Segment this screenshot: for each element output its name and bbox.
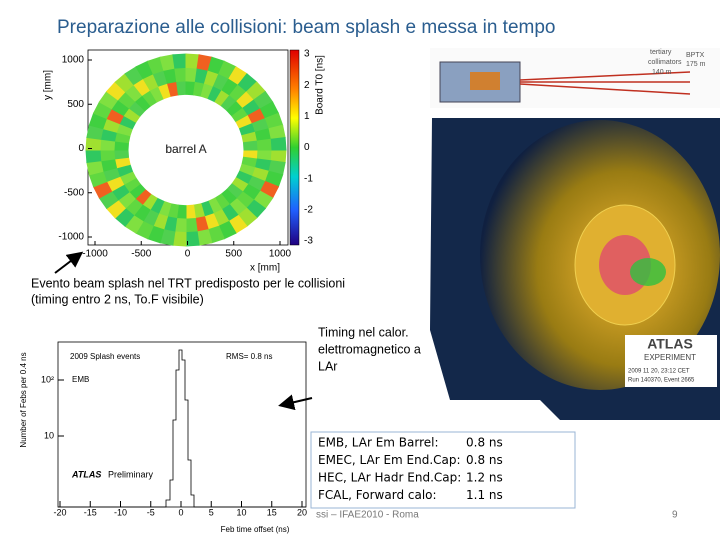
- colorbar-tick-label: 2: [304, 80, 310, 91]
- ring-module: [174, 66, 187, 83]
- colorbar-tick-label: 3: [304, 49, 310, 60]
- table-value: 0.8 ns: [466, 436, 503, 450]
- label: 175 m: [686, 61, 706, 68]
- event-info: 2009 11 20, 23:12 CET: [628, 369, 690, 375]
- detector-core: [470, 72, 500, 90]
- rms: RMS= 0.8 ns: [226, 352, 272, 361]
- y-tick-label: -500: [64, 187, 84, 198]
- x-tick-label: 0: [185, 249, 191, 260]
- slide-title: Preparazione alle collisioni: beam splas…: [57, 17, 555, 38]
- colorbar-tick-label: -3: [304, 236, 313, 247]
- table: EMB, LAr Em Barrel: 0.8 ns EMEC, LAr Em En…: [318, 436, 503, 503]
- ring-module: [85, 149, 102, 164]
- event-display: tertiary collimators 140 m BPTX 175 m AT…: [430, 48, 720, 420]
- x-tick-label: -20: [53, 507, 66, 517]
- region: EMB: [72, 375, 89, 384]
- x-axis-label: Feb time offset (ns): [221, 525, 290, 534]
- beam-lines: [519, 71, 691, 95]
- logo-box: [625, 335, 717, 387]
- table-value: 1.1 ns: [466, 488, 503, 502]
- note: elettromagnetico a: [318, 342, 421, 356]
- table-box: [310, 431, 576, 509]
- footer: ssi – IFAE2010 - Roma: [316, 510, 419, 521]
- colorbar-tick-label: -2: [304, 204, 313, 215]
- y-tick-label: 1000: [62, 55, 85, 66]
- event-info: Run 140370, Event 2665: [628, 378, 695, 384]
- colorbar-tick-label: -1: [304, 173, 313, 184]
- ring-module: [172, 53, 187, 69]
- y-tick-label: 10: [44, 430, 54, 440]
- y-tick-label: 500: [67, 99, 84, 110]
- colorbar-label: Board T0 [ns]: [315, 55, 326, 115]
- note: Timing nel calor.: [318, 325, 409, 339]
- ring-module: [176, 80, 187, 96]
- trt-plot: barrel A y [mm] x [mm] Board T0 [ns] bar…: [43, 49, 326, 274]
- y-axis-label: Number of Febs per 0.4 ns: [19, 352, 28, 447]
- ring-module: [270, 136, 287, 151]
- page-number: 9: [672, 510, 678, 521]
- colorbar: [289, 49, 300, 246]
- plot-label: barrel A: [165, 142, 206, 156]
- x-tick-label: -500: [131, 249, 151, 260]
- label: collimators: [648, 59, 682, 66]
- plot-frame: [57, 341, 307, 508]
- colorbar-tick-label: 0: [304, 142, 310, 153]
- ring-module: [185, 217, 198, 234]
- logo: ATLAS: [647, 336, 693, 352]
- x-tick-label: 0: [178, 507, 183, 517]
- plot-label: barrel A: [165, 142, 206, 156]
- ring-module: [242, 140, 259, 151]
- label: 140 m: [652, 69, 672, 76]
- note: LAr: [318, 359, 337, 373]
- caption-line: Evento beam splash nel TRT predisposto p…: [31, 276, 345, 290]
- histogram-line: [58, 349, 306, 508]
- x-tick-label: 20: [297, 507, 307, 517]
- preliminary-label: Preliminary: [108, 469, 154, 479]
- arrow: [278, 394, 313, 411]
- y-tick-label: 10²: [41, 374, 54, 384]
- table-label: FCAL, Forward calo:: [318, 488, 437, 502]
- x-tick-label: 15: [267, 507, 277, 517]
- x-tick-label: 5: [209, 507, 214, 517]
- x-tick-label: -15: [84, 507, 97, 517]
- caption-line: (timing entro 2 ns, To.F visibile): [31, 292, 204, 306]
- label: tertiary: [650, 49, 672, 56]
- table-value: 1.2 ns: [466, 471, 503, 485]
- ring-module: [256, 138, 273, 151]
- x-axis-label: x [mm]: [250, 263, 280, 274]
- table-value: 0.8 ns: [466, 453, 503, 467]
- y-tick-label: -1000: [58, 232, 84, 243]
- ring-module: [99, 149, 116, 162]
- colorbar-tick-label: 1: [304, 111, 310, 122]
- logo: EXPERIMENT: [644, 353, 696, 362]
- x-tick-label: -10: [114, 507, 127, 517]
- hist-title: 2009 Splash events: [70, 352, 140, 361]
- label: BPTX: [686, 52, 705, 59]
- ring-module: [185, 204, 196, 220]
- hits: [630, 258, 666, 286]
- x-tick-label: -1000: [82, 249, 108, 260]
- x-tick-label: 500: [225, 249, 242, 260]
- x-tick-label: 10: [236, 507, 246, 517]
- ring-module: [113, 149, 130, 160]
- x-tick-label: -5: [147, 507, 155, 517]
- y-axis-label: y [mm]: [43, 70, 54, 100]
- table-label: HEC, LAr Hadr End.Cap:: [318, 471, 461, 485]
- y-tick-label: 0: [78, 143, 84, 154]
- table-label: EMEC, LAr Em End.Cap:: [318, 453, 461, 467]
- x-tick-label: 1000: [269, 249, 292, 260]
- arrow: [54, 251, 84, 274]
- table-label: EMB, LAr Em Barrel:: [318, 436, 439, 450]
- atlas-label: ATLAS: [71, 469, 101, 479]
- histogram: 2009 Splash events RMS= 0.8 ns EMB ATLAS…: [19, 341, 307, 534]
